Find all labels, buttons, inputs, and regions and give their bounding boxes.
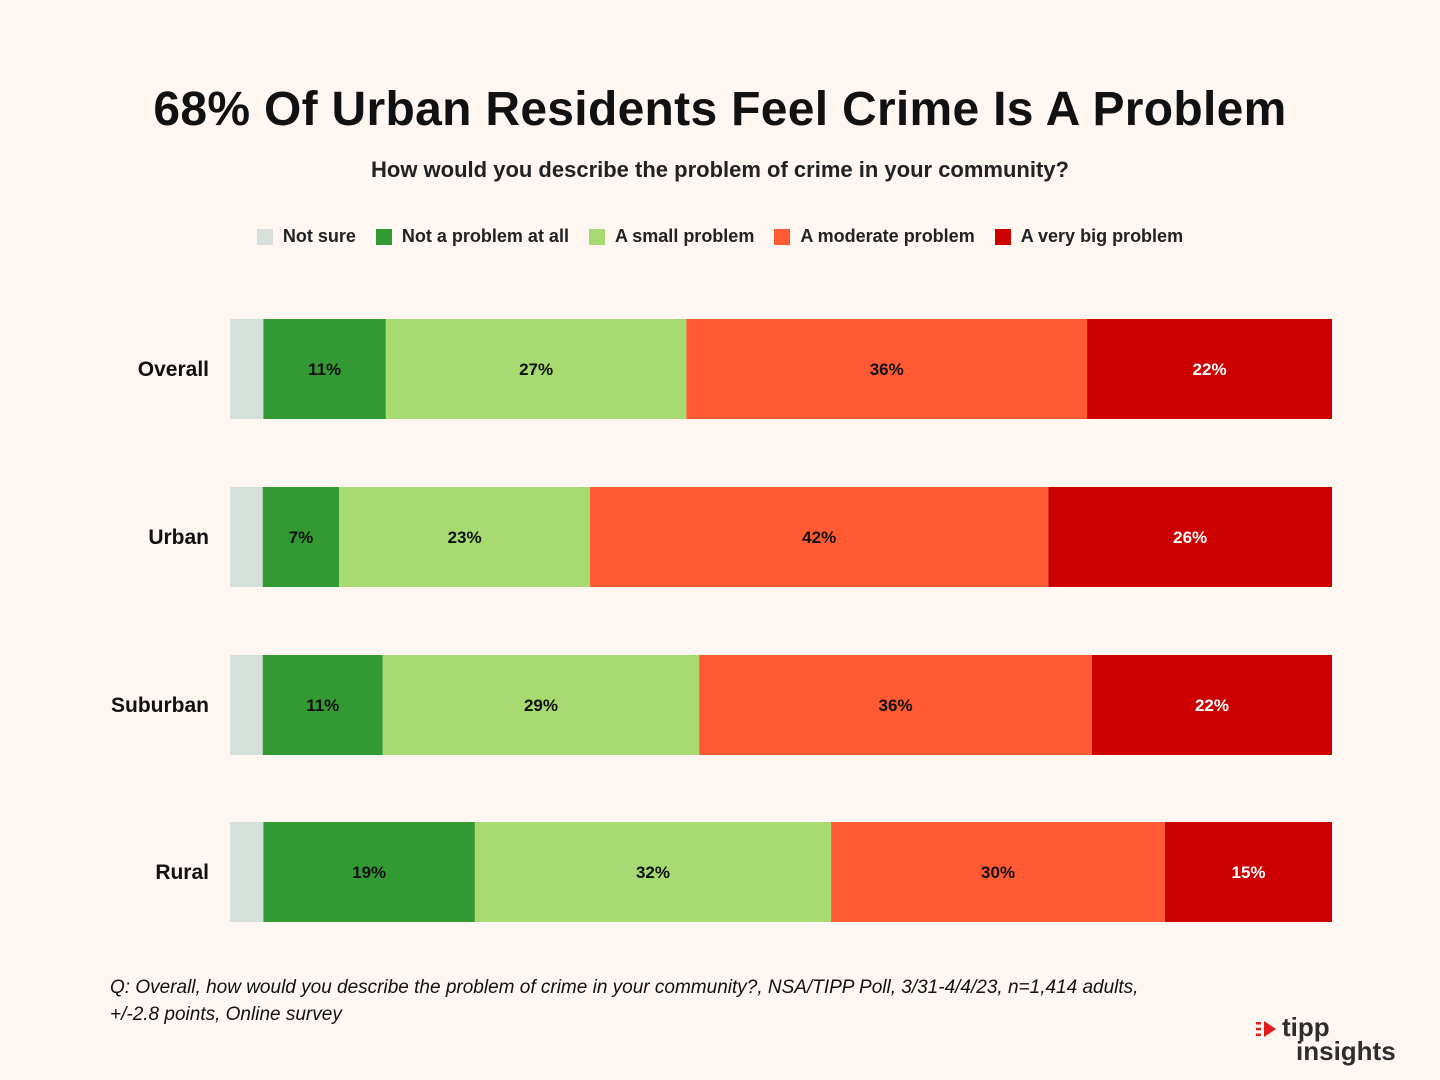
bar-urban-not-sure	[230, 487, 263, 587]
bar-suburban-not-a-problem-at-all	[262, 655, 383, 755]
tipp-insights-logo-icon	[1256, 1021, 1276, 1037]
data-label-rural-a-very-big-problem: 15%	[1231, 863, 1265, 882]
legend-swatch-not-sure	[256, 228, 273, 245]
data-label-suburban-a-moderate-problem: 36%	[879, 696, 913, 715]
bar-overall-a-very-big-problem	[1087, 319, 1332, 419]
bar-suburban-a-very-big-problem	[1091, 655, 1332, 755]
bar-urban-a-small-problem	[339, 487, 591, 587]
category-label-urban: Urban	[148, 526, 209, 549]
bar-rural-a-moderate-problem	[831, 822, 1166, 922]
bar-overall-not-a-problem-at-all	[263, 319, 386, 419]
legend-label-not-sure: Not sure	[282, 226, 356, 246]
legend-label-very-big-problem: A very big problem	[1020, 226, 1184, 246]
legend-item-not-a-problem: Not a problem at all	[375, 226, 569, 247]
chart-subtitle: How would you describe the problem of cr…	[371, 157, 1069, 182]
category-label-suburban: Suburban	[111, 694, 209, 717]
legend-swatch-small-problem	[588, 228, 605, 245]
legend-item-small-problem: A small problem	[588, 226, 755, 247]
data-label-suburban-a-small-problem: 29%	[524, 696, 558, 715]
bar-rural-not-sure	[230, 822, 264, 922]
legend-label-not-a-problem: Not a problem at all	[401, 226, 569, 246]
footnote-line-2: +/-2.8 points, Online survey	[110, 1004, 342, 1025]
bar-urban-not-a-problem-at-all	[262, 487, 340, 587]
bar-overall-not-sure	[230, 319, 264, 419]
legend-item-not-sure: Not sure	[256, 226, 356, 247]
data-label-urban-a-moderate-problem: 42%	[802, 528, 836, 547]
logo-word-insights: insights	[1296, 1036, 1396, 1066]
legend-item-very-big-problem: A very big problem	[994, 226, 1184, 247]
data-label-urban-not-a-problem-at-all: 7%	[289, 528, 314, 547]
category-label-rural: Rural	[155, 861, 209, 884]
legend-item-moderate-problem: A moderate problem	[774, 226, 975, 247]
data-label-overall-a-small-problem: 27%	[519, 360, 553, 379]
category-label-overall: Overall	[138, 358, 209, 381]
bar-suburban-a-moderate-problem	[699, 655, 1092, 755]
data-label-urban-a-very-big-problem: 26%	[1173, 528, 1207, 547]
footnote-line-1: Q: Overall, how would you describe the p…	[110, 977, 1139, 998]
chart-title: 68% Of Urban Residents Feel Crime Is A P…	[153, 83, 1287, 136]
data-label-urban-a-small-problem: 23%	[448, 528, 482, 547]
data-label-suburban-a-very-big-problem: 22%	[1195, 696, 1229, 715]
legend-swatch-not-a-problem	[375, 228, 392, 245]
bar-overall-a-moderate-problem	[686, 319, 1088, 419]
bar-overall-a-small-problem	[385, 319, 687, 419]
legend-label-moderate-problem: A moderate problem	[800, 226, 975, 246]
data-label-overall-a-moderate-problem: 36%	[870, 360, 904, 379]
legend-label-small-problem: A small problem	[614, 226, 755, 246]
legend-swatch-very-big-problem	[994, 228, 1011, 245]
logo-word-tipp: tipp	[1282, 1012, 1330, 1042]
footnote: Q: Overall, how would you describe the p…	[110, 974, 1330, 1028]
data-label-rural-not-a-problem-at-all: 19%	[352, 863, 386, 882]
data-label-overall-a-very-big-problem: 22%	[1193, 360, 1227, 379]
bar-urban-a-very-big-problem	[1048, 487, 1332, 587]
bar-suburban-not-sure	[230, 655, 263, 755]
legend-swatch-moderate-problem	[774, 228, 791, 245]
data-label-rural-a-moderate-problem: 30%	[981, 863, 1015, 882]
data-label-suburban-not-a-problem-at-all: 11%	[306, 696, 339, 715]
bar-urban-a-moderate-problem	[590, 487, 1049, 587]
bar-rural-not-a-problem-at-all	[263, 822, 475, 922]
tipp-insights-logo: tipp insights	[1256, 1014, 1416, 1070]
bar-rural-a-small-problem	[474, 822, 832, 922]
bar-rural-a-very-big-problem	[1165, 822, 1332, 922]
bar-suburban-a-small-problem	[382, 655, 700, 755]
legend: Not sure Not a problem at all A small pr…	[0, 226, 1440, 247]
data-label-rural-a-small-problem: 32%	[636, 863, 670, 882]
data-label-overall-not-a-problem-at-all: 11%	[308, 360, 341, 379]
